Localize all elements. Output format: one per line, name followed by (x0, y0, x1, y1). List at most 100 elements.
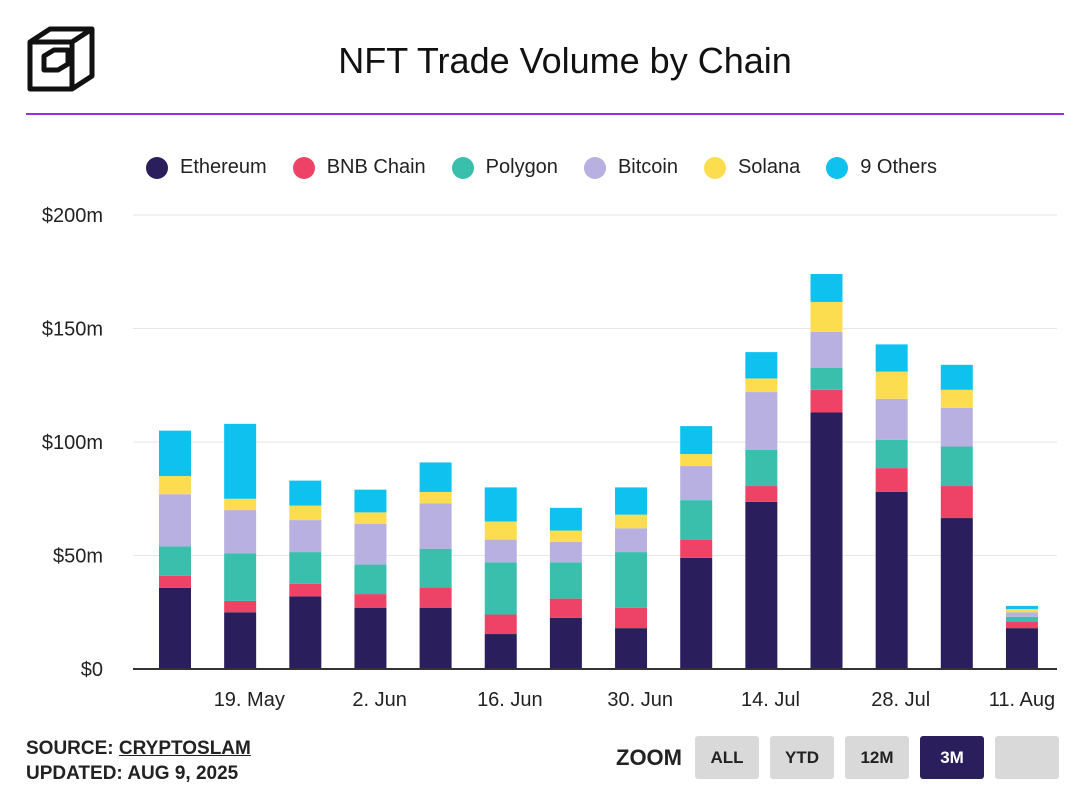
bar-segment-solana[interactable] (940, 389, 973, 408)
bar-segment-9-others[interactable] (745, 352, 778, 379)
bar-segment-9-others[interactable] (289, 480, 322, 506)
bar-segment-9-others[interactable] (680, 426, 713, 455)
bar-segment-solana[interactable] (289, 505, 322, 521)
bar-segment-ethereum[interactable] (745, 501, 778, 669)
bar-segment-bitcoin[interactable] (940, 407, 973, 447)
bar-segment-solana[interactable] (875, 371, 908, 399)
bar-segment-solana[interactable] (354, 512, 387, 524)
legend-item-9-others[interactable]: 9 Others (826, 156, 937, 179)
bar-segment-solana[interactable] (680, 454, 713, 467)
bar-segment-polygon[interactable] (549, 562, 582, 599)
bar-segment-polygon[interactable] (680, 500, 713, 540)
bar-segment-bnb-chain[interactable] (549, 598, 582, 618)
zoom-controls: ZOOM ALL YTD 12M 3M (616, 736, 1059, 779)
legend-label: Ethereum (180, 156, 267, 178)
zoom-all-button[interactable]: ALL (695, 736, 759, 779)
zoom-12m-button[interactable]: 12M (845, 736, 909, 779)
bar-segment-ethereum[interactable] (549, 617, 582, 669)
legend-item-ethereum[interactable]: Ethereum (146, 156, 267, 179)
bar-segment-polygon[interactable] (484, 562, 517, 615)
bar-segment-ethereum[interactable] (680, 557, 713, 669)
bar-segment-9-others[interactable] (549, 507, 582, 531)
bar-segment-bnb-chain[interactable] (354, 594, 387, 608)
legend-item-solana[interactable]: Solana (703, 156, 800, 179)
bar-segment-bnb-chain[interactable] (810, 389, 843, 413)
bar-segment-9-others[interactable] (810, 274, 843, 302)
bar-segment-solana[interactable] (745, 378, 778, 393)
bar-segment-bitcoin[interactable] (484, 539, 517, 563)
bar-segment-bnb-chain[interactable] (940, 486, 973, 519)
bar-segment-solana[interactable] (159, 476, 191, 495)
bar-segment-9-others[interactable] (354, 489, 387, 513)
zoom-ytd-button[interactable]: YTD (770, 736, 834, 779)
bar-segment-bnb-chain[interactable] (680, 539, 713, 558)
y-tick-label: $0 (81, 659, 103, 681)
bar-segment-solana[interactable] (810, 301, 843, 332)
bar-segment-solana[interactable] (419, 491, 452, 504)
bar-segment-9-others[interactable] (419, 462, 452, 492)
bar-segment-polygon[interactable] (224, 553, 257, 601)
bar-segment-bitcoin[interactable] (615, 528, 648, 553)
bar-segment-ethereum[interactable] (159, 587, 191, 669)
bar-segment-ethereum[interactable] (354, 607, 387, 669)
bar-segment-polygon[interactable] (810, 367, 843, 390)
bar-segment-polygon[interactable] (745, 449, 778, 487)
bar-segment-bnb-chain[interactable] (419, 587, 452, 608)
bar-segment-solana[interactable] (484, 521, 517, 540)
bar-segment-ethereum[interactable] (1005, 628, 1038, 669)
bar-segment-bitcoin[interactable] (745, 392, 778, 450)
bar-segment-polygon[interactable] (615, 552, 648, 608)
bar-segment-polygon[interactable] (875, 439, 908, 469)
bar-segment-polygon[interactable] (940, 446, 973, 487)
bar-segment-ethereum[interactable] (289, 596, 322, 669)
bar-segment-bitcoin[interactable] (354, 523, 387, 565)
legend-item-polygon[interactable]: Polygon (451, 156, 558, 179)
bar-segment-ethereum[interactable] (484, 634, 517, 669)
bar-segment-ethereum[interactable] (419, 607, 452, 669)
zoom-extra-button[interactable] (995, 736, 1059, 779)
bar-segment-bitcoin[interactable] (419, 503, 452, 549)
bar-segment-ethereum[interactable] (940, 518, 973, 669)
bar-segment-ethereum[interactable] (615, 628, 648, 669)
bar-segment-bitcoin[interactable] (224, 510, 257, 554)
bar-segment-bnb-chain[interactable] (224, 600, 257, 613)
bar-segment-9-others[interactable] (224, 423, 257, 499)
bar-segment-solana[interactable] (549, 530, 582, 542)
bar-segment-9-others[interactable] (484, 487, 517, 522)
zoom-3m-button[interactable]: 3M (920, 736, 984, 779)
bar-segment-9-others[interactable] (1005, 605, 1038, 610)
bar-segment-bitcoin[interactable] (875, 398, 908, 440)
bar-segment-polygon[interactable] (419, 548, 452, 588)
legend-item-bnb-chain[interactable]: BNB Chain (292, 156, 426, 179)
bar-segment-bitcoin[interactable] (289, 520, 322, 553)
bar-segment-solana[interactable] (224, 498, 257, 511)
bar-segment-bitcoin[interactable] (810, 331, 843, 368)
bar-segment-bnb-chain[interactable] (484, 614, 517, 635)
bar-segment-bnb-chain[interactable] (1005, 622, 1038, 629)
bar-segment-bnb-chain[interactable] (159, 575, 191, 588)
bar-segment-bitcoin[interactable] (1005, 612, 1038, 617)
bar-segment-solana[interactable] (1005, 609, 1038, 613)
bar-segment-polygon[interactable] (289, 552, 322, 584)
x-tick-label: 2. Jun (352, 689, 406, 711)
bar-segment-bnb-chain[interactable] (615, 607, 648, 629)
bar-segment-9-others[interactable] (875, 344, 908, 372)
bar-segment-bitcoin[interactable] (680, 466, 713, 501)
bar-segment-bitcoin[interactable] (159, 494, 191, 547)
bar-segment-bnb-chain[interactable] (875, 468, 908, 492)
bar-segment-solana[interactable] (615, 514, 648, 529)
bar-segment-bnb-chain[interactable] (745, 486, 778, 502)
bar-segment-ethereum[interactable] (224, 612, 257, 669)
bar-segment-9-others[interactable] (159, 430, 191, 477)
bar-segment-9-others[interactable] (615, 487, 648, 515)
legend-item-bitcoin[interactable]: Bitcoin (583, 156, 678, 179)
bar-segment-polygon[interactable] (159, 546, 191, 576)
bar-segment-bitcoin[interactable] (549, 541, 582, 563)
source-link[interactable]: CRYPTOSLAM (118, 738, 251, 759)
bar-segment-9-others[interactable] (940, 364, 973, 390)
bar-segment-polygon[interactable] (354, 564, 387, 595)
bar-segment-bnb-chain[interactable] (289, 583, 322, 597)
bar-segment-polygon[interactable] (1005, 616, 1038, 623)
bar-segment-ethereum[interactable] (810, 412, 843, 669)
bar-segment-ethereum[interactable] (875, 491, 908, 669)
